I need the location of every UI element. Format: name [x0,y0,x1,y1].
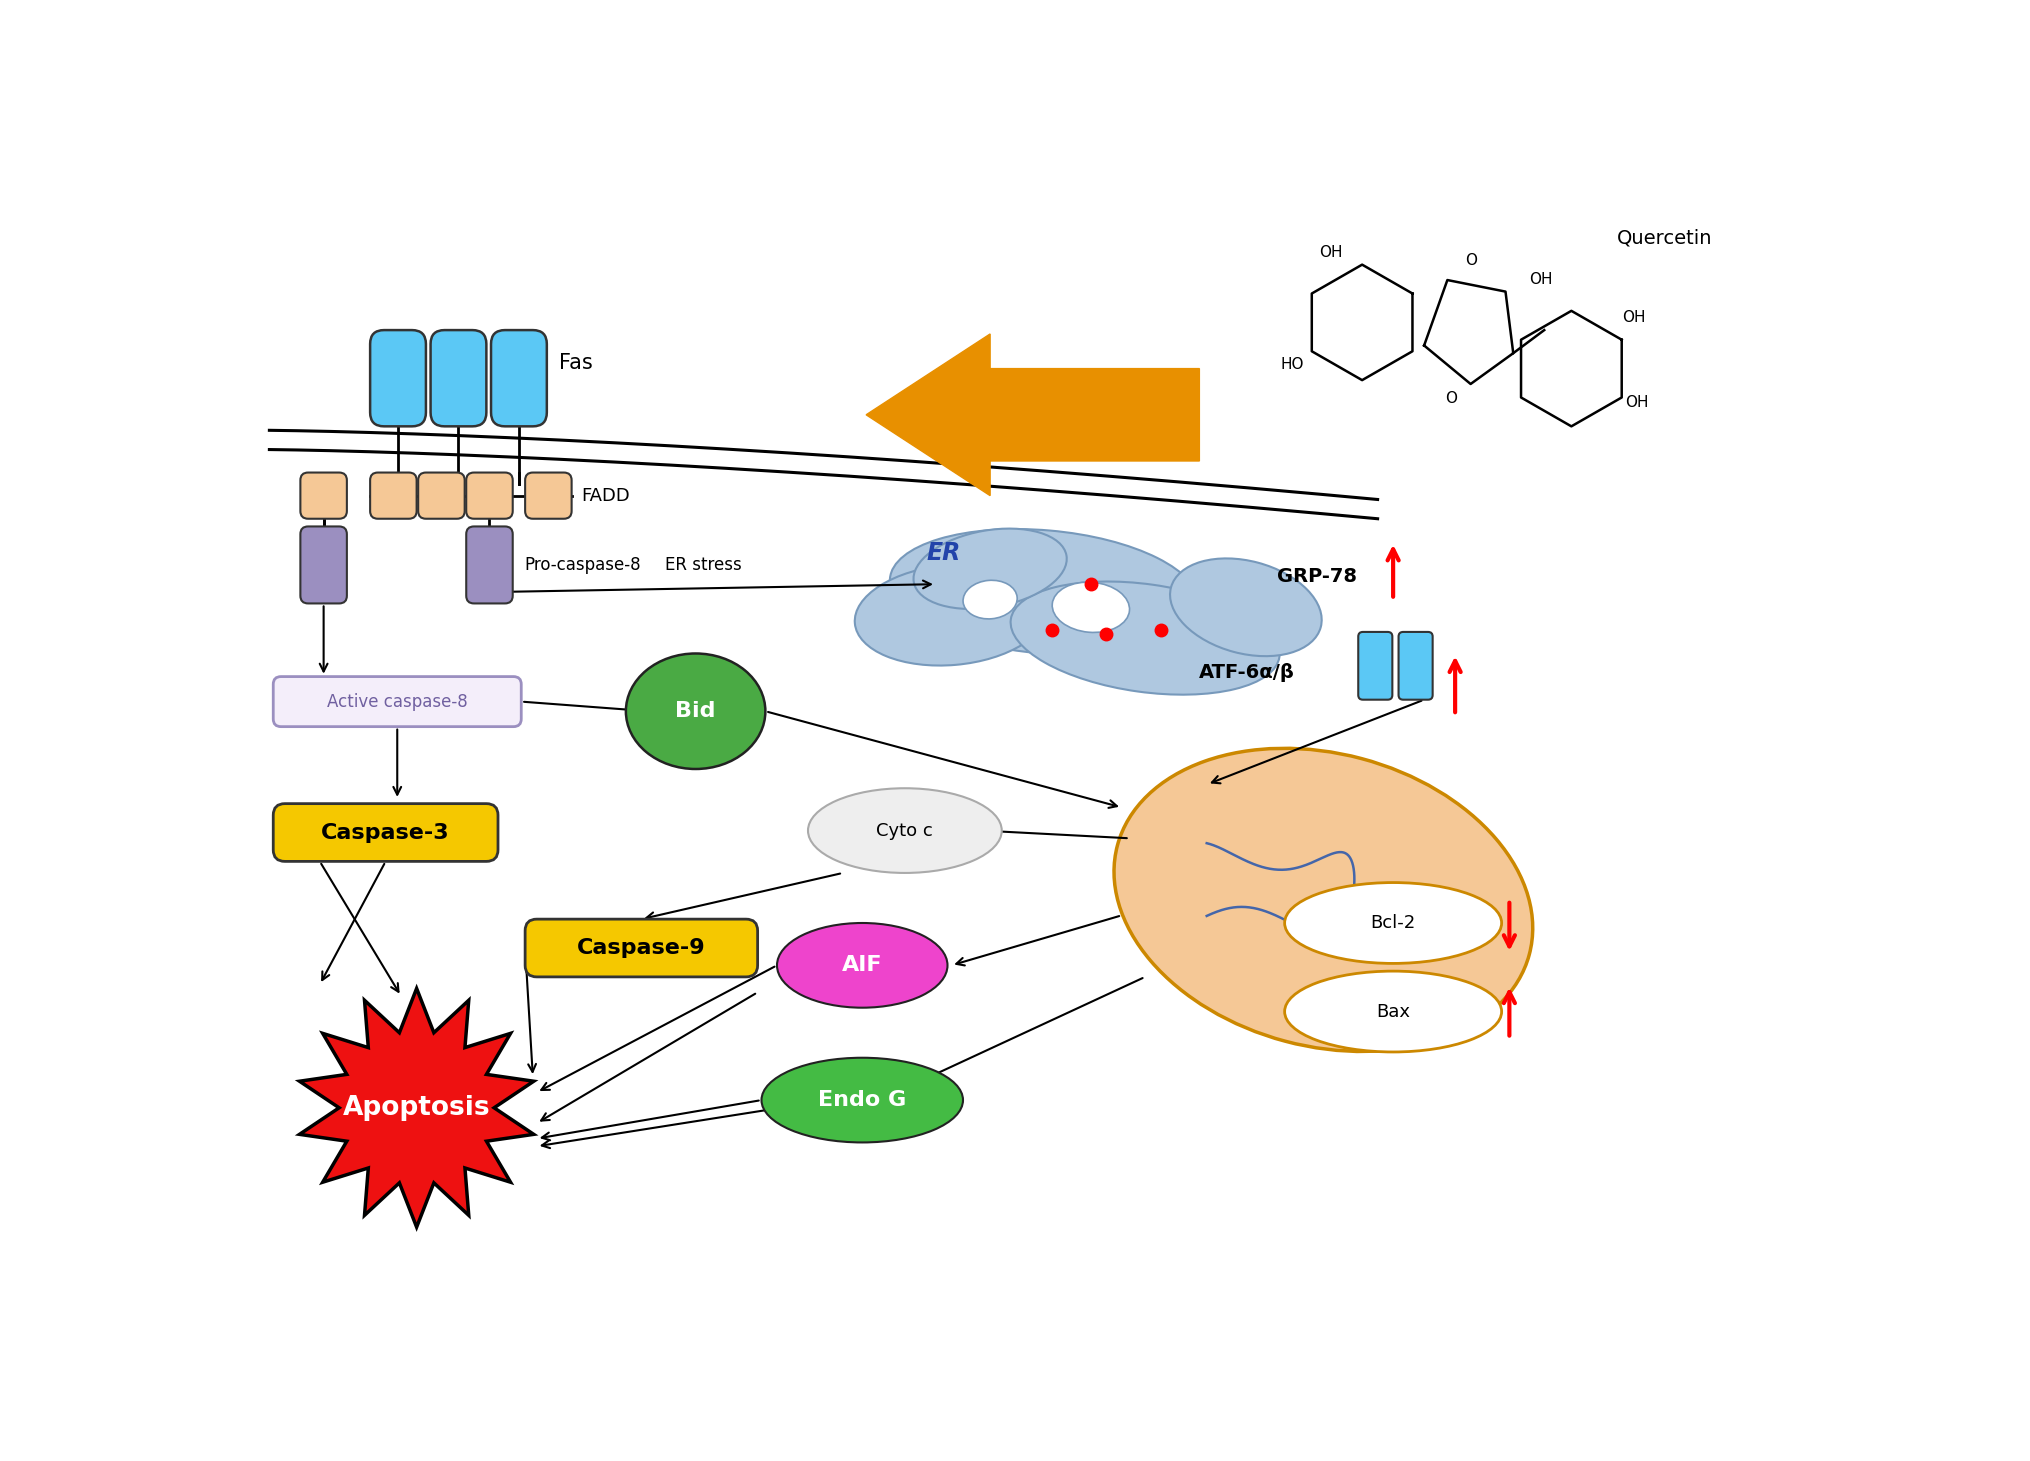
FancyBboxPatch shape [300,472,347,519]
Ellipse shape [808,789,1001,872]
FancyBboxPatch shape [1358,633,1393,700]
FancyBboxPatch shape [418,472,465,519]
Text: Cyto c: Cyto c [877,821,934,840]
Text: O: O [1464,253,1476,267]
Text: OH: OH [1529,272,1551,286]
Text: O: O [1445,392,1458,406]
Text: ATF-6α/β: ATF-6α/β [1200,663,1295,682]
FancyBboxPatch shape [300,526,347,603]
Text: GRP-78: GRP-78 [1277,567,1356,586]
Text: OH: OH [1620,310,1644,326]
Text: Quercetin: Quercetin [1616,228,1711,247]
Text: OH: OH [1320,245,1342,260]
Ellipse shape [962,580,1017,619]
FancyBboxPatch shape [526,472,570,519]
Text: Apoptosis: Apoptosis [343,1094,489,1121]
Ellipse shape [1114,748,1533,1052]
FancyBboxPatch shape [467,472,512,519]
FancyBboxPatch shape [526,919,757,977]
Ellipse shape [625,653,765,768]
Text: ER: ER [926,542,960,565]
Ellipse shape [914,529,1066,609]
FancyBboxPatch shape [430,330,485,427]
Ellipse shape [761,1058,962,1143]
Text: Caspase-3: Caspase-3 [321,823,451,843]
FancyBboxPatch shape [467,526,512,603]
Text: Endo G: Endo G [818,1090,905,1110]
Text: Caspase-9: Caspase-9 [577,938,704,958]
FancyBboxPatch shape [369,472,416,519]
Text: ER stress: ER stress [664,557,741,574]
Ellipse shape [1285,972,1500,1052]
Ellipse shape [889,529,1198,655]
Text: Bax: Bax [1376,1002,1409,1021]
Text: Active caspase-8: Active caspase-8 [327,693,467,710]
Ellipse shape [777,923,948,1008]
Ellipse shape [1052,581,1129,633]
Text: HO: HO [1281,356,1303,371]
Polygon shape [865,335,1200,495]
Ellipse shape [1169,558,1322,656]
Ellipse shape [855,564,1047,666]
Text: FADD: FADD [581,487,629,504]
Text: Bid: Bid [676,701,715,722]
Text: OH: OH [1624,394,1648,411]
FancyBboxPatch shape [369,330,426,427]
Text: AIF: AIF [842,955,883,976]
Polygon shape [298,989,534,1227]
FancyBboxPatch shape [491,330,546,427]
Ellipse shape [1011,581,1279,694]
Text: Fas: Fas [558,352,593,373]
Text: Bcl-2: Bcl-2 [1370,915,1415,932]
FancyBboxPatch shape [274,804,497,862]
Ellipse shape [1285,882,1500,963]
FancyBboxPatch shape [274,676,522,726]
FancyBboxPatch shape [1399,633,1431,700]
Text: Pro-caspase-8: Pro-caspase-8 [524,557,641,574]
